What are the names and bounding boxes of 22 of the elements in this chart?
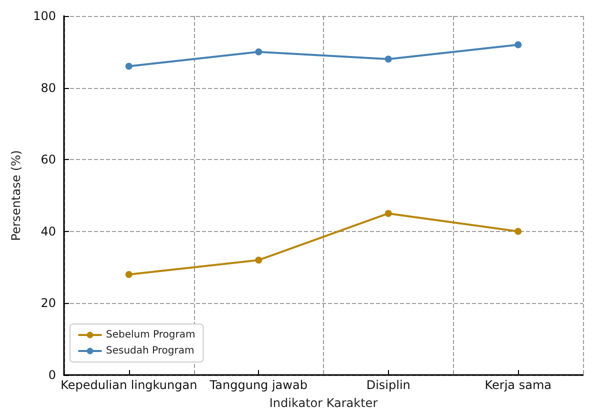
legend-label: Sebelum Program	[106, 330, 196, 340]
y-tick-label: 80	[40, 80, 56, 95]
y-tick-label: 60	[40, 152, 56, 167]
x-tick-label: Kerja sama	[484, 378, 552, 392]
legend-label: Sesudah Program	[106, 346, 194, 356]
point	[514, 228, 522, 235]
y-tick-label: 40	[40, 224, 56, 238]
point	[125, 270, 132, 278]
x-tick-label: Disiplin	[366, 378, 410, 392]
y-tick-label: 100	[33, 9, 56, 23]
x-tick-label: Kepedulian lingkungan	[60, 378, 198, 392]
y-axis-title: Persentase (%)	[9, 150, 24, 241]
point	[384, 210, 392, 217]
point	[255, 48, 262, 56]
x-tick-label: Tanggung jawab	[208, 378, 308, 392]
point	[255, 256, 262, 264]
x-axis-title: Indikator Karakter	[269, 396, 378, 410]
y-tick-label: 20	[40, 296, 56, 310]
point	[514, 41, 522, 48]
point	[125, 62, 132, 70]
point	[384, 56, 392, 63]
y-tick-label: 0	[48, 368, 56, 382]
